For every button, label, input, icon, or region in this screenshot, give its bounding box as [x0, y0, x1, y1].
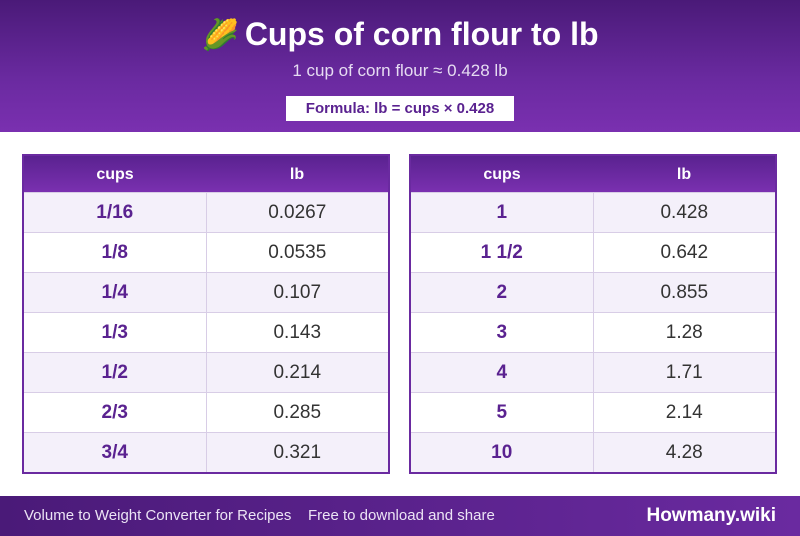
table-row: 1/8 0.0535 [24, 232, 388, 272]
table-row: 1/3 0.143 [24, 312, 388, 352]
table-row: 1 0.428 [411, 192, 775, 232]
cups-cell: 2 [411, 273, 594, 312]
table-row: 3/4 0.321 [24, 432, 388, 472]
lb-cell: 0.107 [273, 282, 322, 303]
cups-cell: 1/8 [24, 233, 207, 272]
cups-cell: 1/2 [24, 353, 207, 392]
lb-cell: 4.28 [665, 442, 703, 463]
table-row: 2 0.855 [411, 272, 775, 312]
page-subtitle: 1 cup of corn flour ≈ 0.428 lb [292, 61, 508, 80]
footer-bar: Volume to Weight Converter for Recipes F… [0, 496, 800, 536]
table-row: 1/2 0.214 [24, 352, 388, 392]
lb-cell: 2.14 [665, 402, 703, 423]
column-header-cups: cups [483, 166, 521, 183]
table-body: 1/16 0.0267 1/8 0.0535 1/4 0.107 1/3 0.143 1… [24, 192, 388, 472]
lb-cell: 0.642 [660, 242, 709, 263]
header-banner: 🌽 Cups of corn flour to lb 1 cup of corn … [0, 0, 800, 132]
conversion-table-right: cups lb 1 0.428 1 1/2 0.642 2 0.855 3 1.28 4… [409, 154, 777, 474]
lb-cell: 0.143 [273, 322, 322, 343]
table-row: 5 2.14 [411, 392, 775, 432]
cups-cell: 1/4 [24, 273, 207, 312]
footer-tagline: Free to download and share [308, 507, 495, 524]
table-body: 1 0.428 1 1/2 0.642 2 0.855 3 1.28 4 1.71 5 2.… [411, 192, 775, 472]
cups-cell: 3 [411, 313, 594, 352]
conversion-table-left: cups lb 1/16 0.0267 1/8 0.0535 1/4 0.107 1/… [22, 154, 390, 474]
column-header-lb: lb [676, 166, 692, 183]
cups-cell: 10 [411, 433, 594, 472]
corn-icon: 🌽 [201, 19, 239, 52]
lb-cell: 0.428 [660, 202, 709, 223]
column-header-lb: lb [289, 166, 305, 183]
table-header: cups lb [24, 156, 388, 192]
table-header: cups lb [411, 156, 775, 192]
column-header-cups: cups [96, 166, 134, 183]
page-title-text: Cups of corn flour to lb [244, 16, 599, 52]
cups-cell: 1/16 [24, 193, 207, 232]
lb-cell: 0.285 [273, 402, 322, 423]
page-title: 🌽 Cups of corn flour to lb [0, 14, 800, 56]
cups-cell: 4 [411, 353, 594, 392]
table-row: 3 1.28 [411, 312, 775, 352]
cups-cell: 3/4 [24, 433, 207, 472]
footer-brand-logo[interactable]: Howmany.wiki [646, 505, 776, 526]
table-row: 1/4 0.107 [24, 272, 388, 312]
cups-cell: 1 1/2 [411, 233, 594, 272]
cups-cell: 2/3 [24, 393, 207, 432]
table-row: 1 1/2 0.642 [411, 232, 775, 272]
table-row: 2/3 0.285 [24, 392, 388, 432]
cups-cell: 1/3 [24, 313, 207, 352]
lb-cell: 0.214 [273, 362, 322, 383]
formula-box: Formula: lb = cups × 0.428 [286, 96, 514, 121]
footer-description: Volume to Weight Converter for Recipes [24, 507, 292, 524]
cups-cell: 5 [411, 393, 594, 432]
lb-cell: 1.71 [665, 362, 703, 383]
table-row: 1/16 0.0267 [24, 192, 388, 232]
table-row: 4 1.71 [411, 352, 775, 392]
lb-cell: 0.0267 [268, 202, 327, 223]
lb-cell: 0.321 [273, 442, 322, 463]
lb-cell: 0.855 [660, 282, 709, 303]
cups-cell: 1 [411, 193, 594, 232]
lb-cell: 0.0535 [268, 242, 327, 263]
table-row: 10 4.28 [411, 432, 775, 472]
lb-cell: 1.28 [665, 322, 703, 343]
